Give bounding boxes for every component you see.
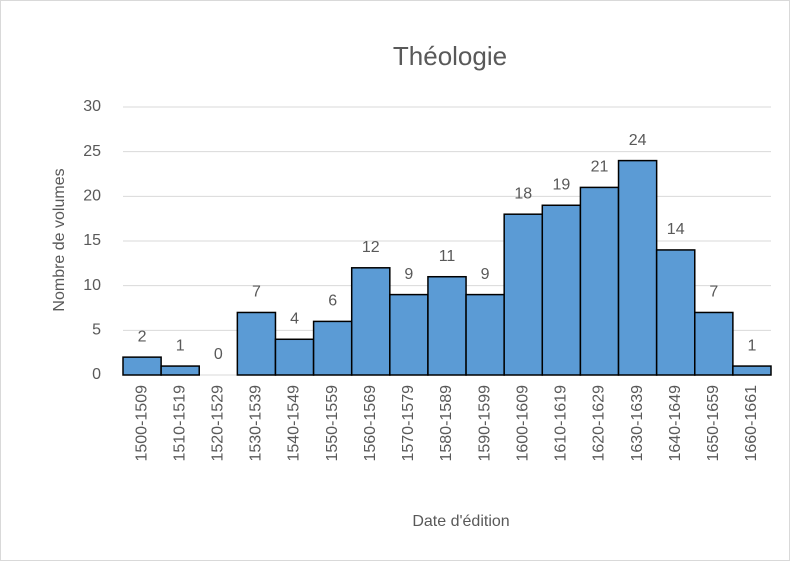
x-tick-label: 1660-1661 (743, 385, 760, 462)
bar (427, 275, 467, 376)
x-tick-label: 1570-1579 (400, 385, 417, 462)
data-label: 7 (252, 284, 261, 301)
x-tick-label: 1520-1529 (210, 385, 227, 462)
bar (541, 204, 582, 376)
data-label: 14 (667, 221, 685, 238)
bar (465, 293, 505, 376)
bar (350, 267, 391, 376)
data-label: 21 (591, 159, 609, 176)
x-tick-label: 1510-1519 (171, 385, 188, 462)
y-tick-label: 30 (83, 98, 101, 115)
data-label: 7 (709, 284, 718, 301)
data-label: 1 (176, 337, 185, 354)
x-tick-label: 1600-1609 (514, 385, 531, 462)
y-tick-label: 15 (83, 232, 101, 249)
x-tick-label: 1640-1649 (667, 385, 684, 462)
x-tick-label: 1530-1539 (248, 385, 265, 462)
y-tick-label: 0 (92, 366, 101, 383)
y-tick-label: 10 (83, 277, 101, 294)
bar (732, 365, 772, 376)
y-tick-label: 5 (92, 322, 101, 339)
y-tick-label: 25 (83, 143, 101, 160)
x-tick-label: 1610-1619 (553, 385, 570, 462)
x-tick-label: 1500-1509 (133, 385, 150, 462)
bar (617, 159, 658, 376)
bar (503, 213, 544, 376)
y-tick-label: 20 (83, 188, 101, 205)
bar (160, 365, 200, 376)
chart-title: Théologie (393, 41, 507, 71)
data-label: 11 (439, 248, 456, 265)
x-tick-label: 1550-1559 (324, 385, 341, 462)
data-label: 1 (747, 337, 756, 354)
data-label: 4 (290, 310, 299, 327)
x-tick-label: 1540-1549 (286, 385, 303, 462)
data-label: 6 (328, 293, 337, 310)
bar (694, 311, 734, 376)
y-axis-title: Nombre de volumes (51, 168, 68, 311)
x-tick-label: 1580-1589 (438, 385, 455, 462)
data-label: 2 (138, 328, 147, 345)
bar (122, 356, 162, 376)
x-tick-label: 1630-1639 (629, 385, 646, 462)
x-tick-label: 1620-1629 (591, 385, 608, 462)
data-label: 19 (552, 176, 570, 193)
x-tick-label: 1560-1569 (362, 385, 379, 462)
data-label: 12 (362, 239, 380, 256)
bar (579, 186, 620, 376)
bar (312, 320, 353, 376)
bar (274, 338, 315, 376)
bar (389, 293, 429, 376)
bar (236, 311, 277, 376)
x-tick-label: 1650-1659 (705, 385, 722, 462)
x-axis-title: Date d'édition (412, 513, 509, 530)
bar (655, 249, 696, 376)
data-label: 18 (514, 185, 532, 202)
data-label: 9 (404, 266, 413, 283)
data-label: 0 (214, 346, 223, 363)
data-label: 24 (629, 132, 647, 149)
data-label: 9 (481, 266, 490, 283)
x-tick-label: 1590-1599 (476, 385, 493, 462)
